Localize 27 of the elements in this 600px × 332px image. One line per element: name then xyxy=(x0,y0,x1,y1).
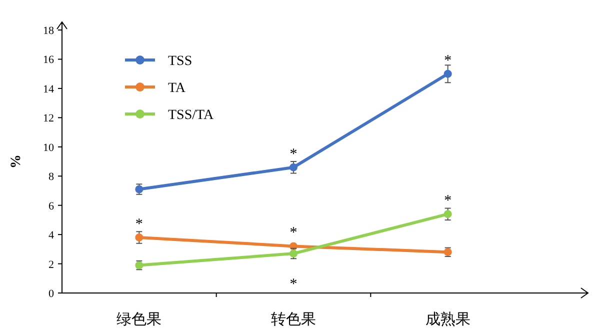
legend-label: TSS xyxy=(168,54,192,69)
annotation: * xyxy=(135,216,143,232)
y-axis-title: % xyxy=(9,154,24,168)
y-tick-label: 12 xyxy=(43,112,54,125)
annotation: * xyxy=(290,225,298,242)
y-tick-label: 8 xyxy=(48,171,54,184)
point xyxy=(135,233,144,242)
legend-label: TA xyxy=(168,81,186,96)
point xyxy=(444,70,452,78)
y-tick-label: 0 xyxy=(48,288,54,300)
y-tick-label: 16 xyxy=(43,54,54,66)
point xyxy=(290,163,298,172)
y-tick-label: 14 xyxy=(43,83,54,96)
annotation: * xyxy=(290,146,298,162)
y-tick-label: 2 xyxy=(48,258,54,271)
y-tick-label: 6 xyxy=(48,200,54,212)
x-tick-label: 绿色果 xyxy=(116,311,162,328)
y-tick-label: 10 xyxy=(43,142,54,154)
point xyxy=(444,210,452,218)
y-tick-label: 18 xyxy=(43,25,54,37)
y-tick-label: 4 xyxy=(48,230,54,242)
annotation: * xyxy=(290,276,298,293)
annotation: * xyxy=(444,193,452,210)
legend-label: TSS/TA xyxy=(168,108,214,123)
x-tick-label: 成熟果 xyxy=(425,311,470,328)
annotation: * xyxy=(444,52,452,69)
x-tick-label: 转色果 xyxy=(271,311,316,328)
